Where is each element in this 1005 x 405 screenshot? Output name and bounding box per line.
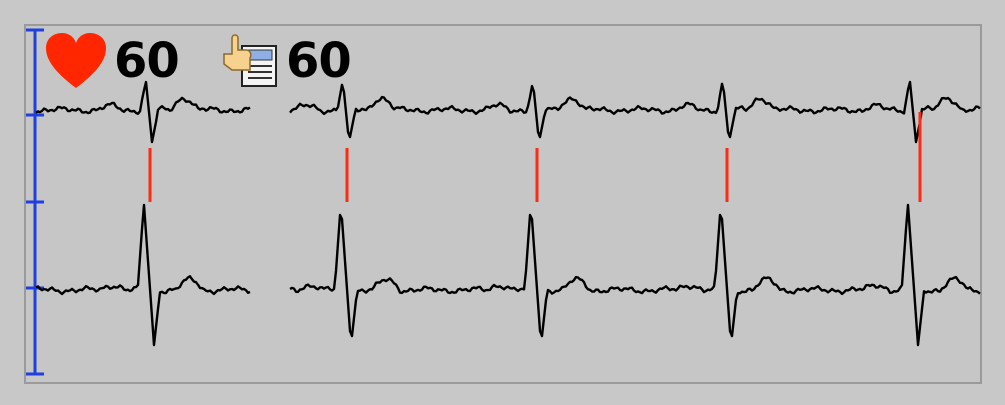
ecg-monitor-panel [24, 24, 982, 384]
ecg-trace-lower [35, 203, 981, 347]
heart-icon [46, 33, 106, 88]
heart-rate-readout: 60 [44, 30, 180, 92]
heart-rate-value: 60 [114, 33, 180, 89]
hand-document-icon [223, 34, 277, 87]
scale-bar-icon [26, 28, 44, 376]
secondary-rate-readout: 60 [220, 30, 352, 92]
secondary-rate-value: 60 [286, 33, 352, 89]
beat-markers [148, 112, 922, 202]
ecg-trace-upper [35, 80, 981, 144]
